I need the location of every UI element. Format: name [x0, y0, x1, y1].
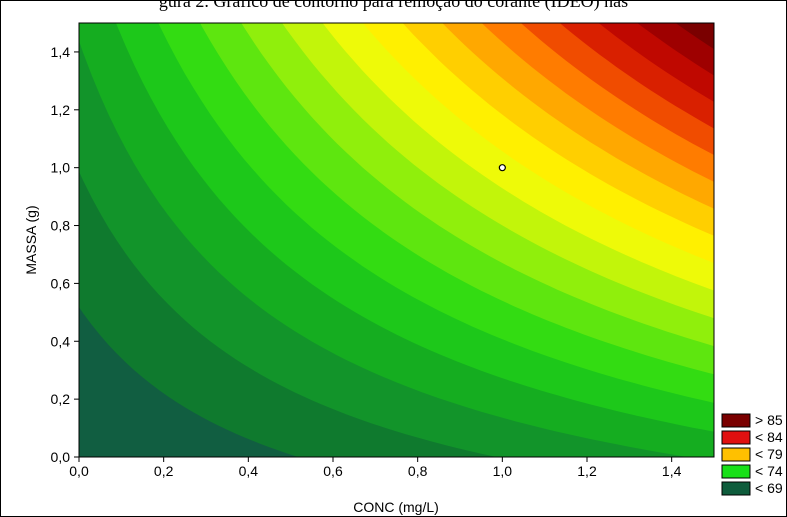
x-tick-label: 0,2 [154, 463, 174, 479]
x-tick-label: 0,8 [408, 463, 428, 479]
figure-caption: gura 2. Gráfico de contorno para remoção… [158, 0, 629, 11]
contour-bands [79, 23, 714, 457]
x-tick-label: 1,0 [493, 463, 513, 479]
x-tick-label: 0,0 [69, 463, 89, 479]
legend-swatch [721, 464, 751, 479]
center-point-marker [498, 164, 506, 172]
legend-label: < 69 [755, 480, 783, 496]
legend: > 85< 84< 79< 74< 69 [721, 412, 783, 496]
y-tick-label: 0,2 [51, 391, 71, 407]
x-axis-label: CONC (mg/L) [353, 499, 439, 515]
plot-area-border [78, 22, 715, 458]
contour-band [675, 23, 714, 50]
legend-label: < 74 [755, 463, 783, 479]
legend-label: > 85 [755, 412, 783, 428]
legend-swatch [721, 447, 751, 462]
y-tick-label: 1,0 [51, 160, 71, 176]
x-tick-label: 0,6 [323, 463, 343, 479]
legend-label: < 84 [755, 429, 783, 445]
legend-swatch [721, 413, 751, 428]
y-tick-label: 0,0 [51, 449, 71, 465]
x-tick-label: 1,2 [577, 463, 597, 479]
y-axis: 0,0 0,2 0,4 0,6 0,8 1,0 1,2 1,4 [51, 44, 79, 465]
x-tick-label: 0,4 [239, 463, 259, 479]
y-tick-label: 1,4 [51, 44, 71, 60]
y-tick-label: 0,8 [51, 218, 71, 234]
y-tick-label: 0,4 [51, 333, 71, 349]
legend-swatch [721, 481, 751, 496]
legend-label: < 79 [755, 446, 783, 462]
y-tick-label: 0,6 [51, 275, 71, 291]
x-axis: 0,0 0,2 0,4 0,6 0,8 1,0 1,2 1,4 [69, 457, 682, 479]
legend-swatch [721, 430, 751, 445]
y-tick-label: 1,2 [51, 102, 71, 118]
y-axis-label: MASSA (g) [23, 205, 39, 274]
x-tick-label: 1,4 [662, 463, 682, 479]
